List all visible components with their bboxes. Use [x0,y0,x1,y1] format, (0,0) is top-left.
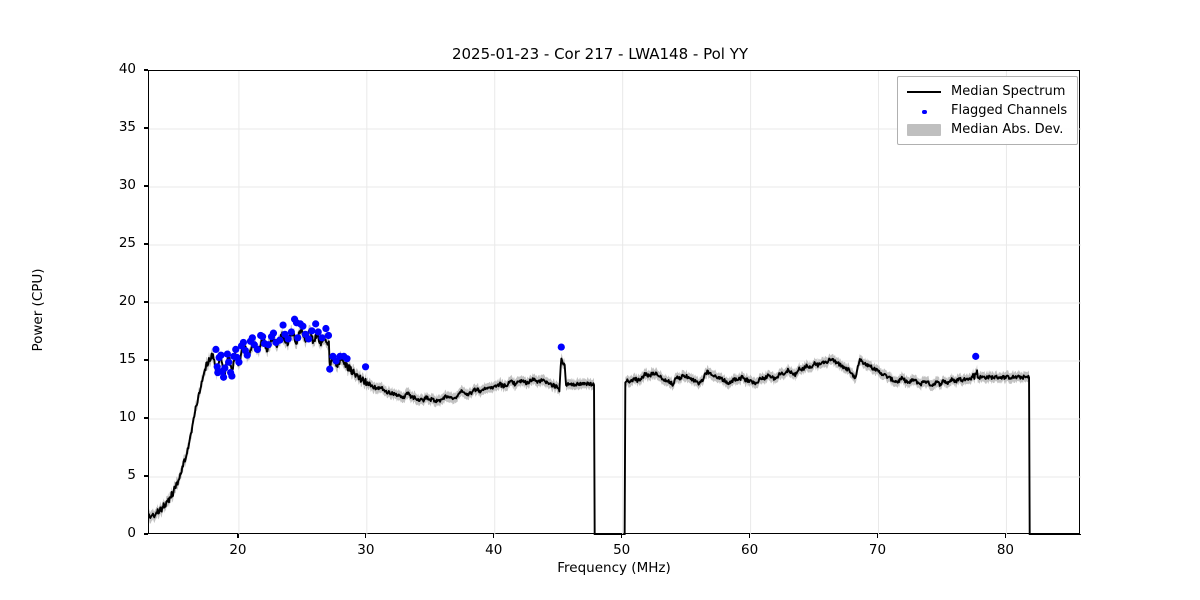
y-tick-label: 35 [118,119,136,135]
x-tick-label: 50 [613,542,631,558]
y-tick-mark [144,127,148,129]
legend-label: Median Abs. Dev. [951,122,1064,137]
line-handle-icon [904,82,944,101]
y-tick-label: 0 [127,525,136,541]
x-tick-mark [1004,534,1007,538]
y-tick-label: 10 [118,409,136,425]
flagged-channels-scatter [212,315,980,381]
x-tick-label: 60 [740,542,759,558]
x-tick-label: 70 [868,542,887,558]
x-tick-mark [493,534,495,538]
x-tick-label: 30 [357,542,375,558]
y-axis-label: Power (CPU) [30,268,46,352]
y-tick-mark [144,417,148,419]
band-handle-icon [904,120,944,139]
y-tick-label: 25 [118,235,136,251]
y-tick-label: 20 [118,293,136,309]
page-title: 2025-01-23 - Cor 217 - LWA148 - Pol YY [451,45,749,63]
x-tick-mark [237,534,239,538]
y-tick-label: 40 [118,61,136,77]
x-tick-label: 20 [229,542,247,558]
legend-item-median-spectrum: Median Spectrum [904,82,1071,101]
legend-label: Flagged Channels [951,103,1068,118]
x-tick-mark [748,534,751,538]
x-tick-mark [876,534,879,538]
y-tick-label: 5 [127,467,136,483]
y-tick-mark [144,475,148,477]
y-tick-label: 30 [118,177,136,193]
y-tick-mark [144,185,148,187]
dot-handle-icon [904,101,944,120]
y-tick-mark [144,69,148,71]
y-tick-mark [144,533,148,535]
mad-band [149,322,1030,524]
x-tick-mark [365,534,367,538]
y-tick-mark [144,301,148,303]
y-tick-label: 15 [118,351,136,367]
x-axis-label: Frequency (MHz) [557,560,671,576]
y-tick-mark [144,243,148,245]
legend-item-median-abs-dev: Median Abs. Dev. [904,120,1071,139]
y-tick-mark [144,359,148,361]
median-spectrum-line [149,327,1081,535]
x-tick-mark [621,534,623,538]
legend-label: Median Spectrum [951,84,1066,99]
x-tick-label: 40 [485,542,503,558]
legend: Median Spectrum Flagged Channels Median … [897,76,1078,145]
legend-item-flagged-channels: Flagged Channels [904,101,1071,120]
x-tick-label: 80 [996,542,1015,558]
